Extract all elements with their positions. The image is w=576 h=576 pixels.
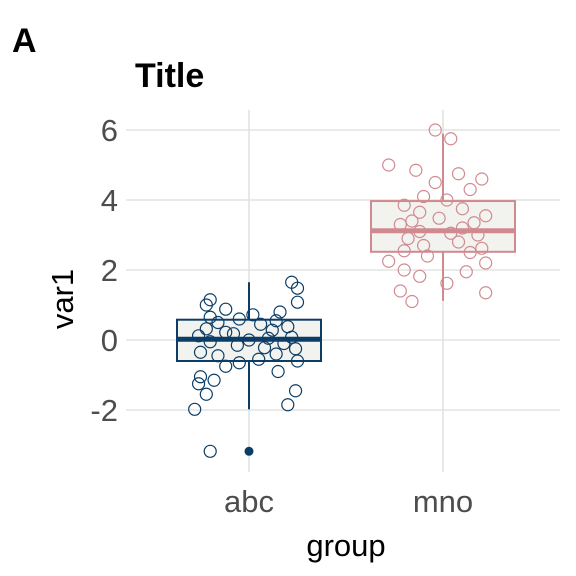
y-tick-label: 0 xyxy=(101,323,118,358)
data-point xyxy=(405,214,419,228)
data-point xyxy=(467,216,481,230)
data-point xyxy=(285,275,299,289)
data-point xyxy=(397,244,411,258)
data-point xyxy=(269,314,283,328)
data-point xyxy=(455,202,469,216)
data-point xyxy=(405,294,419,309)
x-tick-label: mno xyxy=(413,484,473,519)
data-point xyxy=(193,345,208,359)
chart-title: Title xyxy=(135,57,204,95)
data-point xyxy=(417,238,431,253)
data-point xyxy=(203,293,217,307)
data-point xyxy=(471,228,485,242)
data-point xyxy=(188,402,202,416)
data-point xyxy=(463,245,477,260)
data-point xyxy=(281,398,295,412)
y-tick-label: 6 xyxy=(101,113,118,148)
x-tick-label: abc xyxy=(224,484,274,519)
data-point xyxy=(265,323,279,337)
tick-labels: -2 0 2 4 6 abc mno xyxy=(90,113,473,519)
points xyxy=(188,123,493,458)
data-point xyxy=(252,352,266,366)
data-point xyxy=(444,226,458,240)
data-point xyxy=(261,331,275,345)
data-point xyxy=(246,308,260,322)
data-point xyxy=(459,265,473,279)
data-point xyxy=(254,317,268,331)
y-tick-label: 2 xyxy=(101,253,118,288)
data-point xyxy=(475,172,489,186)
data-point xyxy=(382,254,396,268)
data-point xyxy=(409,163,423,177)
data-point xyxy=(463,182,477,197)
boxes xyxy=(176,133,516,456)
data-point xyxy=(203,335,217,349)
data-point xyxy=(428,175,442,190)
data-point xyxy=(455,221,469,235)
data-point xyxy=(432,211,446,225)
data-point xyxy=(479,209,493,223)
data-point xyxy=(413,205,427,219)
data-point xyxy=(207,373,221,387)
data-point xyxy=(193,370,208,384)
data-point xyxy=(413,224,427,239)
data-point xyxy=(273,305,287,319)
y-tick-label: 4 xyxy=(101,183,118,218)
data-point xyxy=(444,132,458,146)
data-point xyxy=(288,342,303,356)
data-point xyxy=(393,284,407,298)
panel-tag: A xyxy=(12,22,37,60)
data-point xyxy=(191,377,206,391)
data-point xyxy=(257,341,272,355)
data-point xyxy=(242,333,256,347)
data-point xyxy=(451,235,466,249)
data-point xyxy=(413,269,427,283)
data-point xyxy=(475,241,489,255)
y-tick-label: -2 xyxy=(90,393,118,428)
data-point xyxy=(219,359,233,373)
data-point xyxy=(288,384,303,398)
y-axis-title: var1 xyxy=(45,269,80,329)
data-point xyxy=(271,364,285,379)
data-point xyxy=(290,295,305,309)
grid xyxy=(126,110,560,472)
data-point xyxy=(211,349,225,363)
data-point xyxy=(203,310,217,324)
data-point xyxy=(199,322,213,336)
data-point xyxy=(417,189,431,204)
data-point xyxy=(479,256,493,270)
data-point xyxy=(393,217,407,232)
data-point xyxy=(397,198,411,212)
data-point xyxy=(219,302,233,316)
box xyxy=(370,200,516,253)
data-point xyxy=(199,387,213,401)
data-point xyxy=(428,123,442,137)
data-point xyxy=(281,320,295,334)
data-point xyxy=(397,263,411,277)
data-point xyxy=(401,231,415,246)
data-point xyxy=(232,312,246,326)
data-point xyxy=(232,356,246,370)
data-point xyxy=(440,276,454,290)
data-point xyxy=(440,193,454,207)
data-point xyxy=(219,325,233,339)
data-point xyxy=(191,329,206,343)
data-point xyxy=(451,167,466,181)
data-point xyxy=(226,327,241,341)
data-point xyxy=(479,286,493,300)
x-axis-title: group xyxy=(306,528,385,563)
outlier-point xyxy=(244,446,254,456)
data-point xyxy=(230,338,244,352)
data-point xyxy=(203,444,217,458)
data-point xyxy=(382,158,396,172)
data-point xyxy=(269,347,283,361)
